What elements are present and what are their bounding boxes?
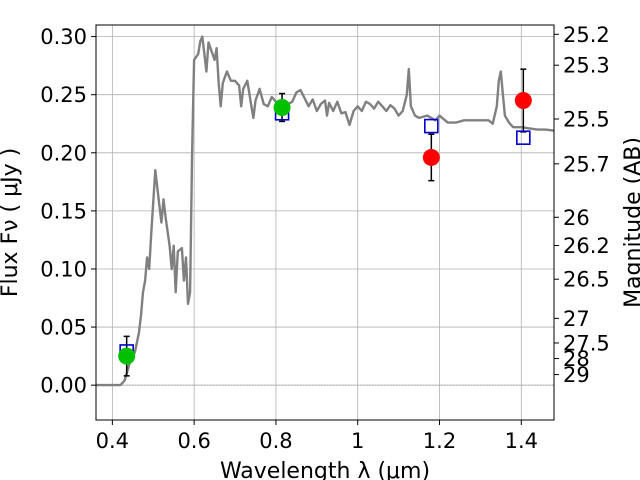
observed-point bbox=[514, 92, 532, 110]
y2-tick-label: 29 bbox=[563, 363, 590, 387]
x-axis-ticks: 0.4 0.6 0.8 1 1.2 1.4 bbox=[96, 420, 538, 453]
plot-frame bbox=[95, 24, 555, 421]
y2-axis-label: Magnitude (AB) bbox=[621, 137, 640, 308]
x-tick-label: 0.4 bbox=[96, 429, 129, 453]
y2-tick-label: 27.5 bbox=[563, 331, 610, 355]
y2-tick-label: 25.2 bbox=[563, 23, 610, 47]
y2-tick-label: 26.5 bbox=[563, 268, 610, 292]
x-tick-label: 1 bbox=[351, 429, 364, 453]
y-axis-ticks: 0.00 0.05 0.10 0.15 0.20 0.25 0.30 bbox=[40, 25, 96, 398]
y-tick-label: 0.30 bbox=[40, 25, 87, 49]
x-tick-label: 0.6 bbox=[177, 429, 210, 453]
y2-tick-label: 26.2 bbox=[563, 234, 610, 258]
y2-tick-label: 25.3 bbox=[563, 54, 610, 78]
y-tick-label: 0.00 bbox=[40, 374, 87, 398]
y-tick-label: 0.05 bbox=[40, 316, 87, 340]
observed-point bbox=[273, 98, 291, 116]
y2-tick-label: 27 bbox=[563, 307, 590, 331]
y2-tick-label: 25.5 bbox=[563, 107, 610, 131]
y-tick-label: 0.15 bbox=[40, 199, 87, 223]
y-tick-label: 0.20 bbox=[40, 141, 87, 165]
observed-point bbox=[422, 148, 440, 166]
y2-tick-label: 25.7 bbox=[563, 152, 610, 176]
x-tick-label: 0.8 bbox=[259, 429, 292, 453]
y2-tick-label: 28 bbox=[563, 347, 590, 371]
model-photometry-square bbox=[516, 130, 531, 145]
model-photometry-square bbox=[424, 118, 439, 134]
y-axis-label: Flux Fν ( μJy ) bbox=[0, 148, 23, 297]
y2-tick-label: 26 bbox=[563, 206, 590, 230]
x-tick-label: 1.4 bbox=[505, 429, 538, 453]
y-tick-label: 0.25 bbox=[40, 83, 87, 107]
y-tick-label: 0.10 bbox=[40, 257, 87, 281]
grid bbox=[96, 25, 554, 420]
observed-point bbox=[118, 347, 136, 365]
photometry-markers bbox=[118, 68, 532, 377]
x-tick-label: 1.2 bbox=[423, 429, 456, 453]
x-axis-label: Wavelength λ (μm) bbox=[220, 459, 430, 480]
